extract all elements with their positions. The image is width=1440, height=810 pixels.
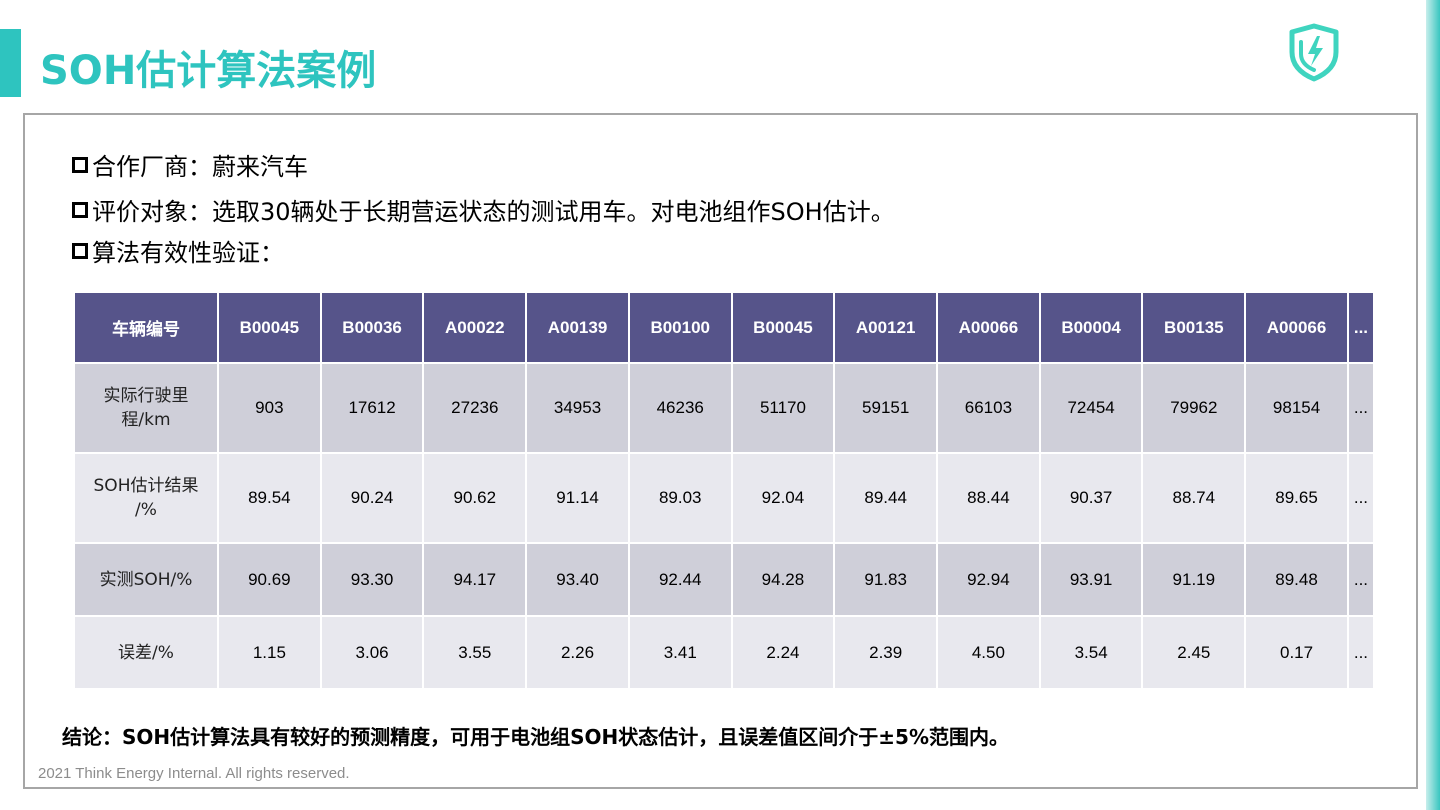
header-cell: B00004: [1040, 293, 1142, 362]
table-cell: 89.44: [835, 454, 937, 542]
table-cell: 93.40: [527, 544, 628, 615]
table-cell: 90.37: [1040, 454, 1142, 542]
table-cell: 3.55: [424, 617, 526, 688]
table-row-error: 误差/% 1.15 3.06 3.55 2.26 3.41 2.24 2.39 …: [75, 617, 1373, 688]
soh-results-table: 车辆编号 B00045 B00036 A00022 A00139 B00100 …: [73, 291, 1375, 690]
table-cell: 79962: [1143, 364, 1245, 452]
checkbox-square-icon: [72, 156, 88, 173]
table-cell: 89.03: [629, 454, 731, 542]
table-cell: 2.26: [527, 617, 628, 688]
table-cell: 59151: [835, 364, 937, 452]
table-cell: 3.54: [1040, 617, 1142, 688]
row-label: SOH估计结果 /%: [75, 454, 217, 542]
table-cell: 89.48: [1246, 544, 1347, 615]
bullet-text: 评价对象：选取30辆处于长期营运状态的测试用车。对电池组作SOH估计。: [92, 198, 895, 226]
footer-copyright: 2021 Think Energy Internal. All rights r…: [38, 765, 350, 782]
table-cell: 90.69: [219, 544, 320, 615]
table-cell: 2.45: [1143, 617, 1245, 688]
table-cell: 66103: [938, 364, 1039, 452]
row-label: 实际行驶里程/km: [75, 364, 217, 452]
header-cell: B00045: [732, 293, 834, 362]
row-label-line: 程/km: [121, 410, 171, 430]
table-cell: 91.14: [527, 454, 628, 542]
title-accent-bar: [0, 29, 21, 97]
table-cell: 89.65: [1246, 454, 1347, 542]
table-cell: 72454: [1040, 364, 1142, 452]
row-label-line: 实际行驶里: [103, 386, 189, 406]
header-cell: ...: [1348, 293, 1373, 362]
bullet-text: 合作厂商：蔚来汽车: [92, 153, 308, 181]
header-cell: B00036: [321, 293, 423, 362]
table-cell: 3.41: [629, 617, 731, 688]
table-cell: 88.74: [1143, 454, 1245, 542]
table-cell: 98154: [1246, 364, 1347, 452]
checkbox-square-icon: [72, 201, 88, 218]
table-cell: 3.06: [321, 617, 423, 688]
table-cell: ...: [1348, 544, 1373, 615]
header-cell: B00045: [219, 293, 320, 362]
table-cell: 89.54: [219, 454, 320, 542]
row-label-line: /%: [135, 500, 157, 520]
table-cell: 0.17: [1246, 617, 1347, 688]
table-cell: 92.04: [732, 454, 834, 542]
table-cell: 1.15: [219, 617, 320, 688]
header-vehicle-id: 车辆编号: [75, 293, 217, 362]
table-cell: 4.50: [938, 617, 1039, 688]
table-cell: 903: [219, 364, 320, 452]
table-cell: 92.44: [629, 544, 731, 615]
bullet-evaluation-target: 评价对象：选取30辆处于长期营运状态的测试用车。对电池组作SOH估计。: [72, 192, 895, 227]
table-cell: 91.83: [835, 544, 937, 615]
table-cell: 51170: [732, 364, 834, 452]
table-row-soh-estimate: SOH估计结果/% 89.54 90.24 90.62 91.14 89.03 …: [75, 454, 1373, 542]
header-cell: B00100: [629, 293, 731, 362]
table-cell: 27236: [424, 364, 526, 452]
header-cell: A00066: [938, 293, 1039, 362]
conclusion-text: 结论：SOH估计算法具有较好的预测精度，可用于电池组SOH状态估计，且误差值区间…: [62, 725, 1010, 749]
right-decor-stripe: [1426, 0, 1440, 810]
row-label: 实测SOH/%: [75, 544, 217, 615]
table-cell: ...: [1348, 454, 1373, 542]
slide-title: SOH估计算法案例: [40, 48, 377, 94]
header-cell: A00121: [835, 293, 937, 362]
table-cell: 93.91: [1040, 544, 1142, 615]
header-cell: B00135: [1143, 293, 1245, 362]
checkbox-square-icon: [72, 242, 88, 259]
table-header-row: 车辆编号 B00045 B00036 A00022 A00139 B00100 …: [75, 293, 1373, 362]
header-cell: A00066: [1246, 293, 1347, 362]
table-cell: 88.44: [938, 454, 1039, 542]
shield-lightning-logo-icon: [1289, 23, 1339, 82]
table-row-mileage: 实际行驶里程/km 903 17612 27236 34953 46236 51…: [75, 364, 1373, 452]
table-row-measured-soh: 实测SOH/% 90.69 93.30 94.17 93.40 92.44 94…: [75, 544, 1373, 615]
table-cell: 94.17: [424, 544, 526, 615]
table-cell: 90.24: [321, 454, 423, 542]
row-label: 误差/%: [75, 617, 217, 688]
table-cell: ...: [1348, 364, 1373, 452]
table-cell: 94.28: [732, 544, 834, 615]
table-cell: 93.30: [321, 544, 423, 615]
row-label-line: SOH估计结果: [93, 476, 199, 496]
table-cell: 91.19: [1143, 544, 1245, 615]
table-cell: 92.94: [938, 544, 1039, 615]
table-cell: 34953: [527, 364, 628, 452]
header-cell: A00139: [527, 293, 628, 362]
table-cell: 90.62: [424, 454, 526, 542]
bullet-partner: 合作厂商：蔚来汽车: [72, 147, 308, 182]
bullet-text: 算法有效性验证：: [92, 239, 284, 267]
bullet-validation: 算法有效性验证：: [72, 233, 284, 268]
table-cell: ...: [1348, 617, 1373, 688]
table-cell: 2.24: [732, 617, 834, 688]
table-cell: 46236: [629, 364, 731, 452]
table-cell: 2.39: [835, 617, 937, 688]
header-cell: A00022: [424, 293, 526, 362]
table-cell: 17612: [321, 364, 423, 452]
